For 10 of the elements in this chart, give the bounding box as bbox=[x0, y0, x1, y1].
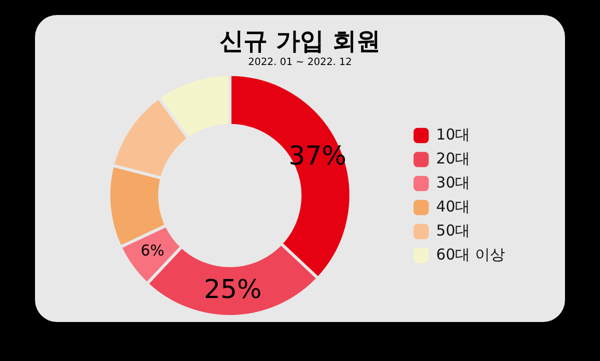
legend-label: 20대 bbox=[436, 149, 470, 168]
legend-label: 50대 bbox=[436, 221, 470, 240]
legend-label: 30대 bbox=[436, 173, 470, 192]
data-label: 25% bbox=[204, 274, 262, 305]
chart-title: 신규 가입 회원 bbox=[218, 26, 382, 57]
data-label: 6% bbox=[140, 242, 164, 260]
legend-label: 60대 이상 bbox=[436, 245, 506, 264]
legend-label: 10대 bbox=[436, 125, 470, 144]
chart-subtitle: 2022. 01 ~ 2022. 12 bbox=[247, 57, 353, 68]
legend-label: 40대 bbox=[436, 197, 470, 216]
